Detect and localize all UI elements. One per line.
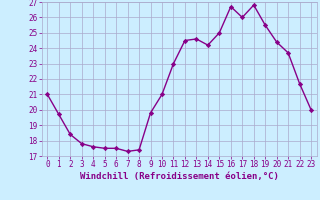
X-axis label: Windchill (Refroidissement éolien,°C): Windchill (Refroidissement éolien,°C) bbox=[80, 172, 279, 181]
